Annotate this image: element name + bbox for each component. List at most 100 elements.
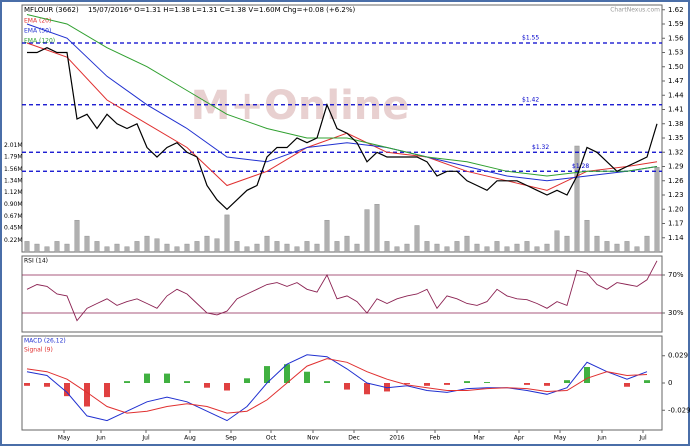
volume-bar xyxy=(384,241,390,253)
volume-bar xyxy=(544,243,550,253)
x-tick-label: Jun xyxy=(596,435,607,442)
volume-bar xyxy=(34,243,40,253)
volume-bar xyxy=(434,243,440,253)
volume-bar xyxy=(224,214,230,253)
macd-histogram-bar xyxy=(544,383,550,386)
macd-line xyxy=(26,358,648,414)
volume-bar xyxy=(564,235,570,253)
macd-histogram-bar xyxy=(324,381,330,383)
rsi-line xyxy=(26,260,658,322)
y-tick-label: 1.62 xyxy=(668,6,684,14)
y-tick-label: 1.38 xyxy=(668,120,684,128)
ema-line xyxy=(26,14,658,177)
volume-bar xyxy=(444,246,450,253)
y-tick-label: 1.47 xyxy=(668,77,684,85)
volume-bar xyxy=(54,241,60,253)
y-tick-label: 1.44 xyxy=(668,91,684,99)
volume-bar xyxy=(274,241,280,253)
volume-bar xyxy=(344,235,350,253)
volume-bar xyxy=(234,241,240,253)
macd-histogram-bar xyxy=(424,383,430,386)
x-tick-label: Mar xyxy=(473,435,485,442)
volume-bar xyxy=(524,241,530,253)
volume-bar xyxy=(64,243,70,253)
volume-tick-label: 0.67M xyxy=(4,213,23,220)
volume-bar xyxy=(614,243,620,253)
rsi-tick-label: 30% xyxy=(668,309,684,317)
volume-bar xyxy=(214,238,220,253)
volume-bar xyxy=(264,235,270,253)
macd-histogram-bar xyxy=(364,383,370,395)
macd-histogram-bar xyxy=(284,364,290,383)
volume-bar xyxy=(594,235,600,253)
volume-bar xyxy=(244,246,250,253)
macd-histogram-bar xyxy=(444,383,450,385)
volume-bar xyxy=(114,243,120,253)
y-tick-label: 1.14 xyxy=(668,234,684,242)
volume-bar xyxy=(644,235,650,253)
macd-tick-label: 0 xyxy=(668,379,672,387)
volume-bar xyxy=(424,241,430,253)
x-tick-label: Jul xyxy=(141,435,150,442)
y-tick-label: 1.59 xyxy=(668,20,684,28)
x-tick-label: Nov xyxy=(307,435,319,442)
rsi-tick-label: 70% xyxy=(668,271,684,279)
y-tick-label: 1.32 xyxy=(668,148,684,156)
volume-tick-label: 0.22M xyxy=(4,237,23,244)
volume-tick-label: 0.45M xyxy=(4,225,23,232)
y-tick-label: 1.29 xyxy=(668,163,684,171)
volume-bar xyxy=(634,246,640,253)
x-tick-label: May xyxy=(58,435,71,442)
volume-bar xyxy=(554,230,560,253)
volume-bar xyxy=(474,243,480,253)
volume-tick-label: 2.01M xyxy=(4,142,23,149)
y-tick-label: 1.50 xyxy=(668,63,684,71)
volume-bar xyxy=(364,209,370,253)
volume-bar xyxy=(154,238,160,253)
volume-bar xyxy=(604,241,610,253)
volume-bar xyxy=(514,243,520,253)
y-tick-label: 1.20 xyxy=(668,205,684,213)
volume-bar xyxy=(204,235,210,253)
source: ChartNexus.com xyxy=(610,7,660,14)
watermark: M+Online xyxy=(191,83,410,129)
volume-bar xyxy=(494,241,500,253)
macd-histogram-bar xyxy=(264,366,270,383)
volume-bar xyxy=(74,219,80,253)
volume-bar xyxy=(404,243,410,253)
y-tick-label: 1.56 xyxy=(668,34,684,42)
chart-subtitle: 15/07/2016* O=1.31 H=1.38 L=1.31 C=1.38 … xyxy=(88,6,356,14)
macd-histogram-bar xyxy=(124,381,130,383)
volume-bar xyxy=(194,241,200,253)
volume-bar xyxy=(304,241,310,253)
macd-line xyxy=(26,354,648,422)
volume-bar xyxy=(314,243,320,253)
volume-bar xyxy=(584,219,590,253)
volume-bar xyxy=(454,241,460,253)
x-tick-label: Dec xyxy=(348,435,360,442)
volume-bar xyxy=(134,241,140,253)
volume-bar xyxy=(284,243,290,253)
macd-histogram-bar xyxy=(244,378,250,383)
legend-entry: EMA (20) xyxy=(24,18,51,25)
macd-histogram-bar xyxy=(44,383,50,387)
rsi-panel xyxy=(21,255,663,333)
legend-entry: EMA (120) xyxy=(24,38,55,45)
volume-bar xyxy=(624,241,630,253)
volume-bar xyxy=(464,235,470,253)
price-panel xyxy=(21,4,663,253)
volume-bar xyxy=(144,235,150,253)
volume-bar xyxy=(254,243,260,253)
x-tick-label: Apr xyxy=(514,435,525,442)
volume-bar xyxy=(394,246,400,253)
volume-bar xyxy=(534,246,540,253)
macd-histogram-bar xyxy=(24,383,30,386)
macd-histogram-bar xyxy=(344,383,350,390)
macd-histogram-bar xyxy=(524,383,530,385)
volume-bar xyxy=(184,243,190,253)
price-line xyxy=(27,47,658,211)
macd-histogram-bar xyxy=(84,383,90,407)
x-tick-label: Feb xyxy=(430,435,441,442)
volume-bar xyxy=(574,145,580,253)
